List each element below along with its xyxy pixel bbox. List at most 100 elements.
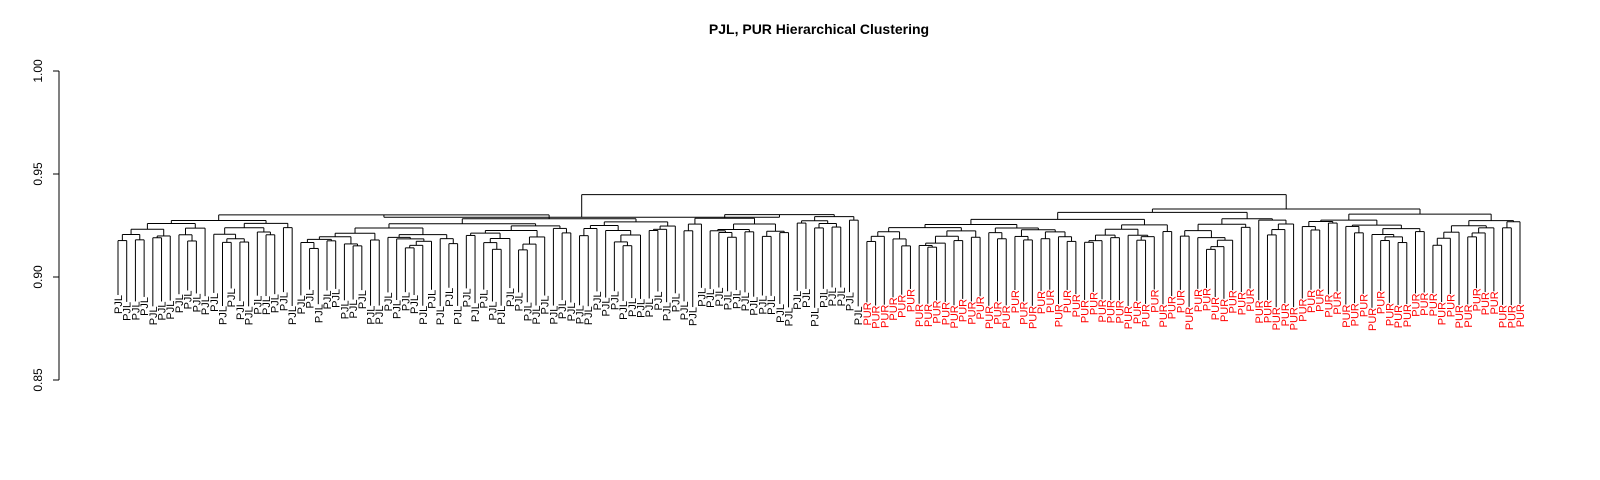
leaf-label: PUR [871, 305, 883, 328]
leaf-label: PJL [305, 290, 317, 309]
leaf-label: PJL [749, 297, 761, 316]
leaf-label: PJL [244, 306, 256, 325]
leaf-label: PUR [1506, 305, 1518, 328]
leaf-label: PUR [932, 300, 944, 323]
leaf-label: PJL [444, 288, 456, 307]
leaf-label: PJL [165, 301, 177, 320]
leaf-label: PUR [1419, 292, 1431, 315]
leaf-label: PJL [818, 289, 830, 308]
leaf-label: PJL [252, 296, 264, 315]
leaf-label: PUR [897, 295, 909, 318]
leaf-label: PUR [1071, 294, 1083, 317]
leaf-label: PJL [357, 290, 369, 309]
leaf-label: PUR [966, 301, 978, 324]
leaf-label: PJL [514, 292, 526, 311]
leaf-label: PUR [905, 289, 917, 312]
leaf-label: PJL [557, 300, 569, 319]
leaf-label: PJL [374, 306, 386, 325]
leaf-label: PJL [217, 306, 229, 325]
leaf-label: PUR [1471, 288, 1483, 311]
leaf-label: PUR [1323, 294, 1335, 317]
leaf-label: PJL [740, 292, 752, 311]
leaf-label: PUR [958, 299, 970, 322]
leaf-label: PJL [339, 300, 351, 319]
leaf-label: PJL [287, 306, 299, 325]
leaf-label: PUR [1236, 292, 1248, 315]
leaf-label: PUR [1001, 305, 1013, 328]
leaf-label: PJL [601, 298, 613, 317]
leaf-label: PUR [1445, 294, 1457, 317]
leaf-label: PUR [1384, 303, 1396, 326]
leaf-label: PUR [1402, 304, 1414, 327]
leaf-label: PUR [1454, 305, 1466, 328]
leaf-label: PUR [940, 302, 952, 325]
leaf-label: PUR [1097, 299, 1109, 322]
leaf-label: PJL [261, 296, 273, 315]
leaf-label: PUR [1254, 300, 1266, 323]
leaf-label: PUR [1262, 300, 1274, 323]
leaf-label: PUR [1010, 290, 1022, 313]
leaf-label: PJL [827, 287, 839, 306]
leaf-label: PJL [331, 289, 343, 308]
y-axis: 0.85 0.90 0.95 1.00 [31, 59, 59, 392]
leaf-label: PUR [1228, 290, 1240, 313]
leaf-label: PUR [1480, 292, 1492, 315]
leaf-label: PUR [1393, 305, 1405, 328]
leaf-label: PJL [757, 295, 769, 314]
leaf-label: PJL [157, 301, 169, 320]
leaf-label: PJL [784, 307, 796, 326]
leaf-label: PJL [296, 295, 308, 314]
leaf-labels: PJLPJLPJLPJLPJLPJLPJLPJLPJLPJLPJLPJLPJLP… [113, 287, 1527, 331]
leaf-label: PJL [522, 302, 534, 321]
leaf-label: PJL [662, 302, 674, 321]
leaf-label: PJL [348, 300, 360, 319]
leaf-label: PJL [183, 290, 195, 309]
leaf-label: PUR [1053, 304, 1065, 327]
leaf-label: PUR [1350, 303, 1362, 326]
leaf-label: PUR [1411, 293, 1423, 316]
leaf-label: PUR [1219, 299, 1231, 322]
leaf-label: PUR [1210, 297, 1222, 320]
leaf-label: PJL [531, 305, 543, 324]
leaf-label: PUR [1332, 291, 1344, 314]
leaf-label: PJL [174, 294, 186, 313]
leaf-label: PUR [1437, 302, 1449, 325]
leaf-label: PUR [1193, 289, 1205, 312]
leaf-label: PUR [1306, 290, 1318, 313]
leaf-label: PJL [191, 293, 203, 312]
dendrogram-tree [117, 194, 1521, 308]
leaf-label: PUR [1245, 288, 1257, 311]
leaf-label: PJL [226, 288, 238, 307]
leaf-label: PUR [1132, 301, 1144, 324]
leaf-label: PJL [505, 288, 517, 307]
leaf-label: PUR [1202, 288, 1214, 311]
leaf-label: PJL [583, 306, 595, 325]
leaf-label: PJL [383, 292, 395, 311]
leaf-label: PJL [113, 295, 125, 314]
leaf-label: PJL [705, 289, 717, 308]
leaf-label: PJL [575, 305, 587, 324]
leaf-label: PJL [200, 296, 212, 315]
leaf-label: PUR [1428, 293, 1440, 316]
leaf-label: PJL [209, 293, 221, 312]
leaf-label: PUR [1315, 289, 1327, 312]
leaf-label: PJL [853, 306, 865, 325]
leaf-label: PUR [1114, 300, 1126, 323]
leaf-label: PUR [1184, 307, 1196, 330]
leaf-label: PJL [435, 306, 447, 325]
leaf-label: PUR [1175, 290, 1187, 313]
leaf-label: PUR [1358, 294, 1370, 317]
leaf-label: PJL [644, 298, 656, 317]
leaf-label: PJL [479, 290, 491, 309]
leaf-label: PJL [496, 306, 508, 325]
leaf-label: PJL [653, 291, 665, 310]
leaf-label: PUR [1045, 290, 1057, 313]
leaf-label: PJL [470, 303, 482, 322]
leaf-label: PUR [879, 305, 891, 328]
leaf-label: PUR [1515, 304, 1527, 327]
leaf-label: PUR [993, 301, 1005, 324]
leaf-label: PJL [688, 307, 700, 326]
leaf-label: PUR [1080, 300, 1092, 323]
leaf-label: PJL [139, 297, 151, 316]
leaf-label: PJL [313, 304, 325, 323]
